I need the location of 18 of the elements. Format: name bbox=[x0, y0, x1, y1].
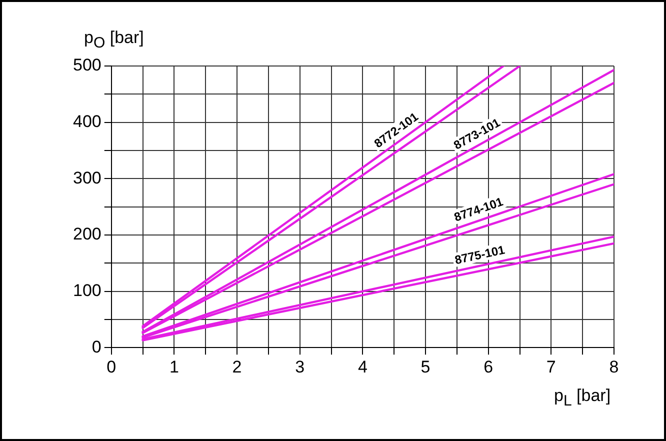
y-tick-label: 400 bbox=[72, 112, 102, 132]
x-tick-label: 3 bbox=[295, 357, 305, 376]
y-tick-label: 100 bbox=[72, 280, 102, 300]
x-tick-label: 7 bbox=[546, 357, 556, 376]
y-axis-title: p$_{O}$ [bar] bbox=[84, 28, 144, 52]
x-tick-label: 6 bbox=[484, 357, 494, 376]
x-tick-label: 5 bbox=[420, 357, 430, 376]
text: 8775-101 bbox=[454, 242, 506, 268]
x-axis-title: p$_{L}$ [bar] bbox=[554, 386, 611, 410]
y-tick-label: 300 bbox=[72, 168, 102, 188]
x-tick-label: 1 bbox=[169, 357, 179, 376]
x-tick-label: 0 bbox=[106, 357, 116, 376]
x-tick-label: 4 bbox=[358, 357, 368, 376]
x-tick-label: 2 bbox=[232, 357, 242, 376]
x-tick-label: 8 bbox=[609, 357, 619, 376]
y-tick-label: 0 bbox=[92, 337, 102, 356]
y-tick-label: 200 bbox=[72, 224, 102, 244]
y-tick-label: 500 bbox=[72, 56, 102, 75]
